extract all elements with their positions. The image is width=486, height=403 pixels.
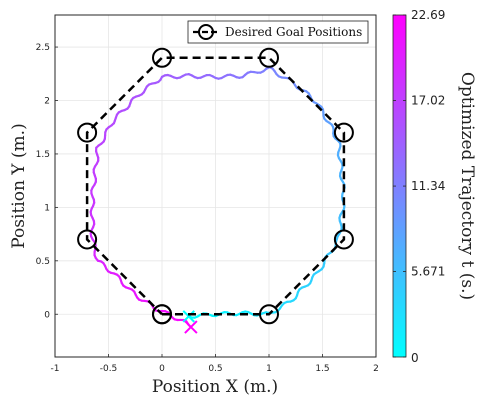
colorbar-tick-label: 17.02 <box>411 93 445 107</box>
y-tick-label: 2.5 <box>36 43 50 53</box>
goal-path-line <box>85 56 346 316</box>
goal-marker <box>333 229 354 250</box>
x-tick-label: 0.5 <box>208 364 222 374</box>
y-tick-label: 0.5 <box>36 257 50 267</box>
y-tick-label: 1 <box>44 203 50 213</box>
trajectory-endpoint-marker <box>184 320 198 334</box>
x-tick-label: 1 <box>266 364 272 374</box>
goal-marker <box>259 304 279 325</box>
legend: Desired Goal Positions <box>187 20 369 44</box>
y-tick-label: 2 <box>44 97 50 107</box>
x-axis-label: Position X (m.) <box>152 377 278 397</box>
goal-marker <box>259 47 279 68</box>
goal-marker <box>152 47 172 68</box>
legend-marker <box>198 24 214 40</box>
x-tick-label: 1.5 <box>315 364 329 374</box>
colorbar-tick-label: 0 <box>411 351 419 365</box>
y-tick-label: 0 <box>44 310 50 320</box>
goal-marker <box>77 122 98 143</box>
goal-marker <box>333 122 354 143</box>
axis-ticks: -1 -0.5 0 0.5 1 1.5 2 0 0.5 1 1.5 2 2.5 <box>36 43 379 374</box>
x-tick-label: -0.5 <box>100 364 118 374</box>
x-tick-label: 0 <box>159 364 165 374</box>
y-axis-label: Position Y (m.) <box>9 123 29 248</box>
colorbar-ticks: 0 5.671 11.34 17.02 22.69 <box>393 8 445 365</box>
legend-label: Desired Goal Positions <box>225 25 362 39</box>
legend-box <box>187 20 369 44</box>
x-tick-label: 2 <box>373 364 379 374</box>
grid <box>54 15 377 357</box>
plot-series <box>77 47 354 334</box>
trajectory-endpoint-marker <box>182 310 195 323</box>
goal-marker <box>152 304 172 325</box>
colorbar-tick-label: 22.69 <box>411 8 445 22</box>
colorbar-tick-label: 11.34 <box>411 179 445 193</box>
x-tick-label: -1 <box>51 364 60 374</box>
goal-marker <box>77 229 98 250</box>
colorbar-label: Optimized Trajectory t (s.) <box>457 72 477 300</box>
colorbar-tick-label: 5.671 <box>411 265 445 279</box>
y-tick-label: 1.5 <box>36 150 50 160</box>
